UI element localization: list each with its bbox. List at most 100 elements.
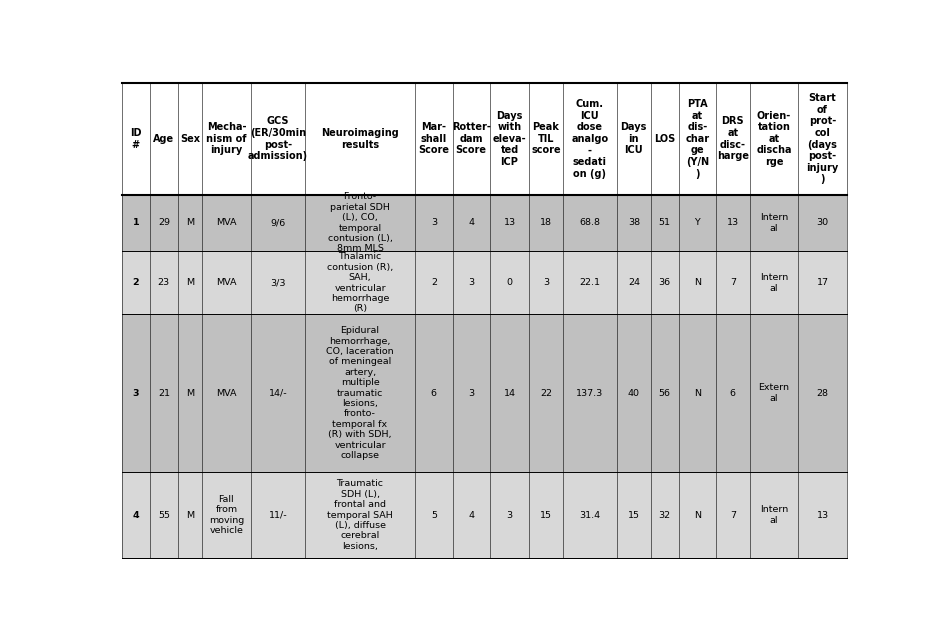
Text: 3: 3 xyxy=(430,219,436,227)
Text: 68.8: 68.8 xyxy=(579,219,599,227)
Bar xyxy=(305,195,414,251)
Bar xyxy=(250,195,305,251)
Text: 7: 7 xyxy=(729,278,735,287)
Text: LOS: LOS xyxy=(653,134,675,144)
Text: ID
#: ID # xyxy=(130,128,142,149)
Text: 5: 5 xyxy=(430,511,436,520)
Text: 9/6: 9/6 xyxy=(270,219,285,227)
Text: 18: 18 xyxy=(539,219,551,227)
Text: 32: 32 xyxy=(658,511,670,520)
Text: 1: 1 xyxy=(132,219,139,227)
Bar xyxy=(749,251,798,314)
Bar xyxy=(177,472,202,558)
Bar xyxy=(749,472,798,558)
Bar xyxy=(529,83,563,195)
Text: Mar-
shall
Score: Mar- shall Score xyxy=(418,122,449,156)
Text: 51: 51 xyxy=(658,219,670,227)
Text: Traumatic
SDH (L),
frontal and
temporal SAH
(L), diffuse
cerebral
lesions,: Traumatic SDH (L), frontal and temporal … xyxy=(327,479,393,551)
Text: M: M xyxy=(186,389,194,398)
Text: Orien-
tation
at
discha
rge: Orien- tation at discha rge xyxy=(755,110,791,167)
Text: Extern
al: Extern al xyxy=(758,384,788,403)
Bar xyxy=(489,195,529,251)
Text: Start
of
prot-
col
(days
post-
injury
): Start of prot- col (days post- injury ) xyxy=(805,93,837,185)
Bar xyxy=(563,83,616,195)
Bar xyxy=(616,472,649,558)
Bar xyxy=(798,83,846,195)
Bar xyxy=(716,251,749,314)
Text: 6: 6 xyxy=(729,389,735,398)
Bar xyxy=(529,251,563,314)
Text: 3/3: 3/3 xyxy=(270,278,285,287)
Text: 3: 3 xyxy=(543,278,548,287)
Text: 15: 15 xyxy=(627,511,639,520)
Text: Neuroimaging
results: Neuroimaging results xyxy=(321,128,398,149)
Text: 4: 4 xyxy=(467,511,474,520)
Bar xyxy=(649,314,678,472)
Text: 36: 36 xyxy=(658,278,670,287)
Text: 14/-: 14/- xyxy=(268,389,287,398)
Text: 21: 21 xyxy=(158,389,170,398)
Bar xyxy=(616,195,649,251)
Bar xyxy=(616,251,649,314)
Text: 4: 4 xyxy=(467,219,474,227)
Bar xyxy=(150,251,177,314)
Text: 137.3: 137.3 xyxy=(576,389,603,398)
Bar xyxy=(489,314,529,472)
Bar xyxy=(649,83,678,195)
Bar xyxy=(202,314,250,472)
Bar xyxy=(202,83,250,195)
Bar xyxy=(122,472,150,558)
Bar xyxy=(250,251,305,314)
Text: M: M xyxy=(186,219,194,227)
Bar xyxy=(452,83,489,195)
Bar xyxy=(414,472,452,558)
Bar xyxy=(678,314,716,472)
Text: Epidural
hemorrhage,
CO, laceration
of meningeal
artery,
multiple
traumatic
lesi: Epidural hemorrhage, CO, laceration of m… xyxy=(326,326,394,460)
Text: Age: Age xyxy=(153,134,175,144)
Bar xyxy=(305,251,414,314)
Text: 3: 3 xyxy=(506,511,512,520)
Bar xyxy=(678,251,716,314)
Bar xyxy=(177,83,202,195)
Bar xyxy=(414,251,452,314)
Bar xyxy=(563,195,616,251)
Text: 0: 0 xyxy=(506,278,512,287)
Bar xyxy=(563,314,616,472)
Text: 13: 13 xyxy=(726,219,738,227)
Bar xyxy=(150,83,177,195)
Bar xyxy=(305,83,414,195)
Text: N: N xyxy=(693,511,700,520)
Bar xyxy=(616,83,649,195)
Bar xyxy=(305,314,414,472)
Bar xyxy=(452,251,489,314)
Bar xyxy=(150,472,177,558)
Bar xyxy=(122,83,150,195)
Bar xyxy=(489,83,529,195)
Text: Intern
al: Intern al xyxy=(759,505,787,525)
Text: DRS
at
disc-
harge: DRS at disc- harge xyxy=(716,117,748,161)
Bar xyxy=(529,314,563,472)
Text: N: N xyxy=(693,389,700,398)
Text: 30: 30 xyxy=(816,219,828,227)
Text: Days
with
eleva-
ted
ICP: Days with eleva- ted ICP xyxy=(492,110,526,167)
Bar xyxy=(202,472,250,558)
Bar xyxy=(649,472,678,558)
Bar xyxy=(616,314,649,472)
Text: MVA: MVA xyxy=(216,278,236,287)
Text: 13: 13 xyxy=(816,511,828,520)
Bar xyxy=(798,314,846,472)
Bar xyxy=(798,195,846,251)
Bar xyxy=(177,251,202,314)
Bar xyxy=(563,472,616,558)
Bar xyxy=(716,195,749,251)
Bar xyxy=(798,472,846,558)
Bar xyxy=(649,195,678,251)
Bar xyxy=(250,314,305,472)
Bar xyxy=(749,83,798,195)
Bar xyxy=(489,251,529,314)
Bar xyxy=(798,251,846,314)
Text: GCS
(ER/30min
post-
admission): GCS (ER/30min post- admission) xyxy=(247,117,308,161)
Text: 3: 3 xyxy=(132,389,139,398)
Text: Fall
from
moving
vehicle: Fall from moving vehicle xyxy=(209,495,244,536)
Bar xyxy=(414,195,452,251)
